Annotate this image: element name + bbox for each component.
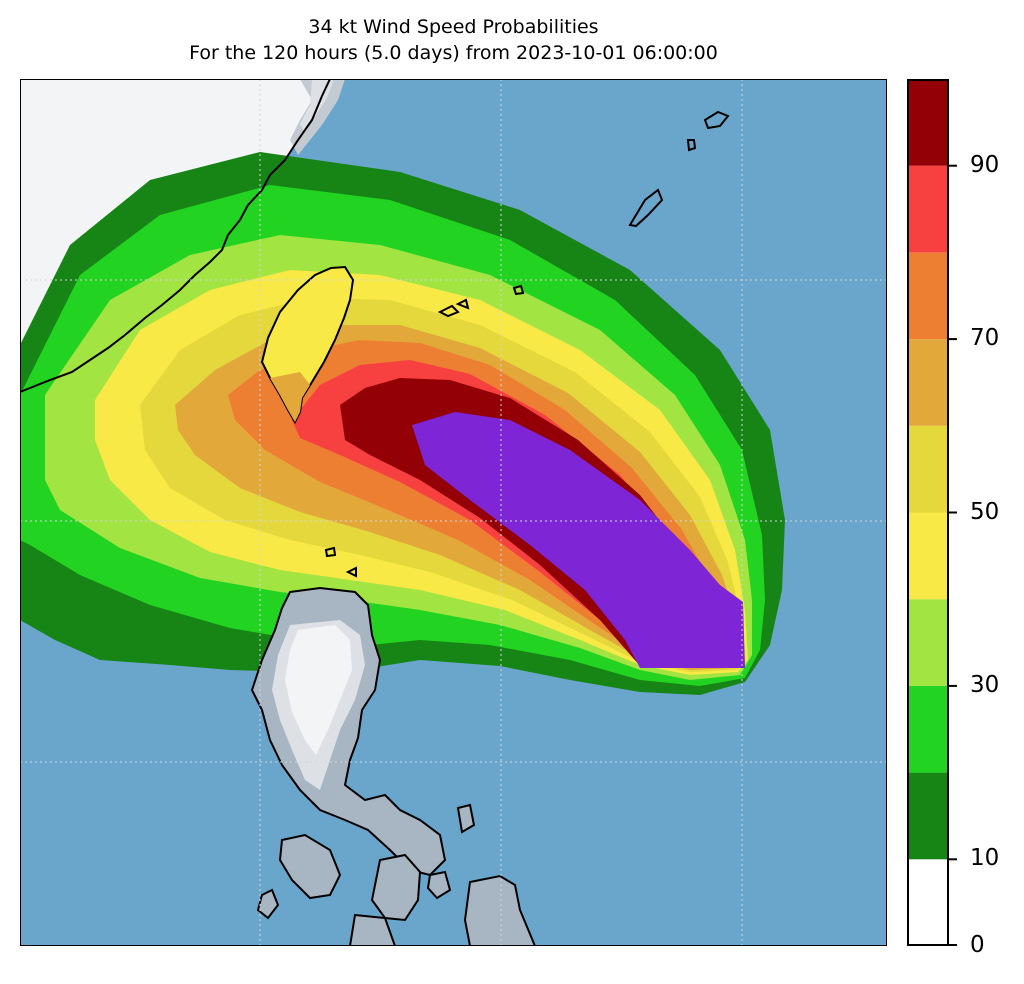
mindoro-island [256,888,280,920]
colorbar-band-30 [907,599,949,686]
colorbar-tick-label-90: 90 [970,151,1000,178]
colorbar-tick-label-0: 0 [970,932,985,958]
figure-title: 34 kt Wind Speed Probabilities For the 1… [20,14,887,66]
china-coastline [20,79,331,393]
colorbar-band-60 [907,339,949,426]
negros-island [348,913,397,946]
colorbar-band-80 [907,165,949,253]
colorbar-tick-label-30: 30 [970,671,1000,698]
ryukyu-island-1 [703,110,730,130]
luzon-terrain-high [285,625,352,755]
china-coast-terrain [290,79,345,155]
probability-map [20,79,887,946]
colorbar [907,79,949,946]
title-line-1: 34 kt Wind Speed Probabilities [308,16,599,38]
colorbar-band-10 [907,772,949,860]
yaeyama-island-3 [512,284,525,296]
ryukyu-island-2 [686,139,697,152]
batanes-island-2 [345,566,357,578]
colorbar-band-70 [907,252,949,340]
colorbar-tick-label-50: 50 [970,498,1000,525]
yaeyama-island-1 [437,304,460,318]
panay-island [278,833,342,900]
colorbar-band-90 [907,79,949,166]
taiwan-south-band [270,372,310,422]
colorbar-tick-label-10: 10 [970,845,1000,872]
batanes-island-1 [324,546,337,558]
colorbar-border [907,79,949,946]
colorbar-band-20 [907,685,949,773]
yaeyama-island-2 [455,298,470,310]
title-line-2: For the 120 hours (5.0 days) from 2023-1… [189,42,718,64]
mindanao-island [463,874,537,946]
colorbar-tick-label-70: 70 [970,325,1000,352]
colorbar-band-0 [907,859,949,946]
ryukyu-island-3 [628,188,664,228]
leyte-island [456,803,476,834]
colorbar-tick-marks [949,164,957,946]
colorbar-band-40 [907,512,949,600]
colorbar-band-50 [907,425,949,513]
samar-island [370,853,422,922]
prob-band-100 [412,412,745,668]
bohol-island [426,870,452,900]
